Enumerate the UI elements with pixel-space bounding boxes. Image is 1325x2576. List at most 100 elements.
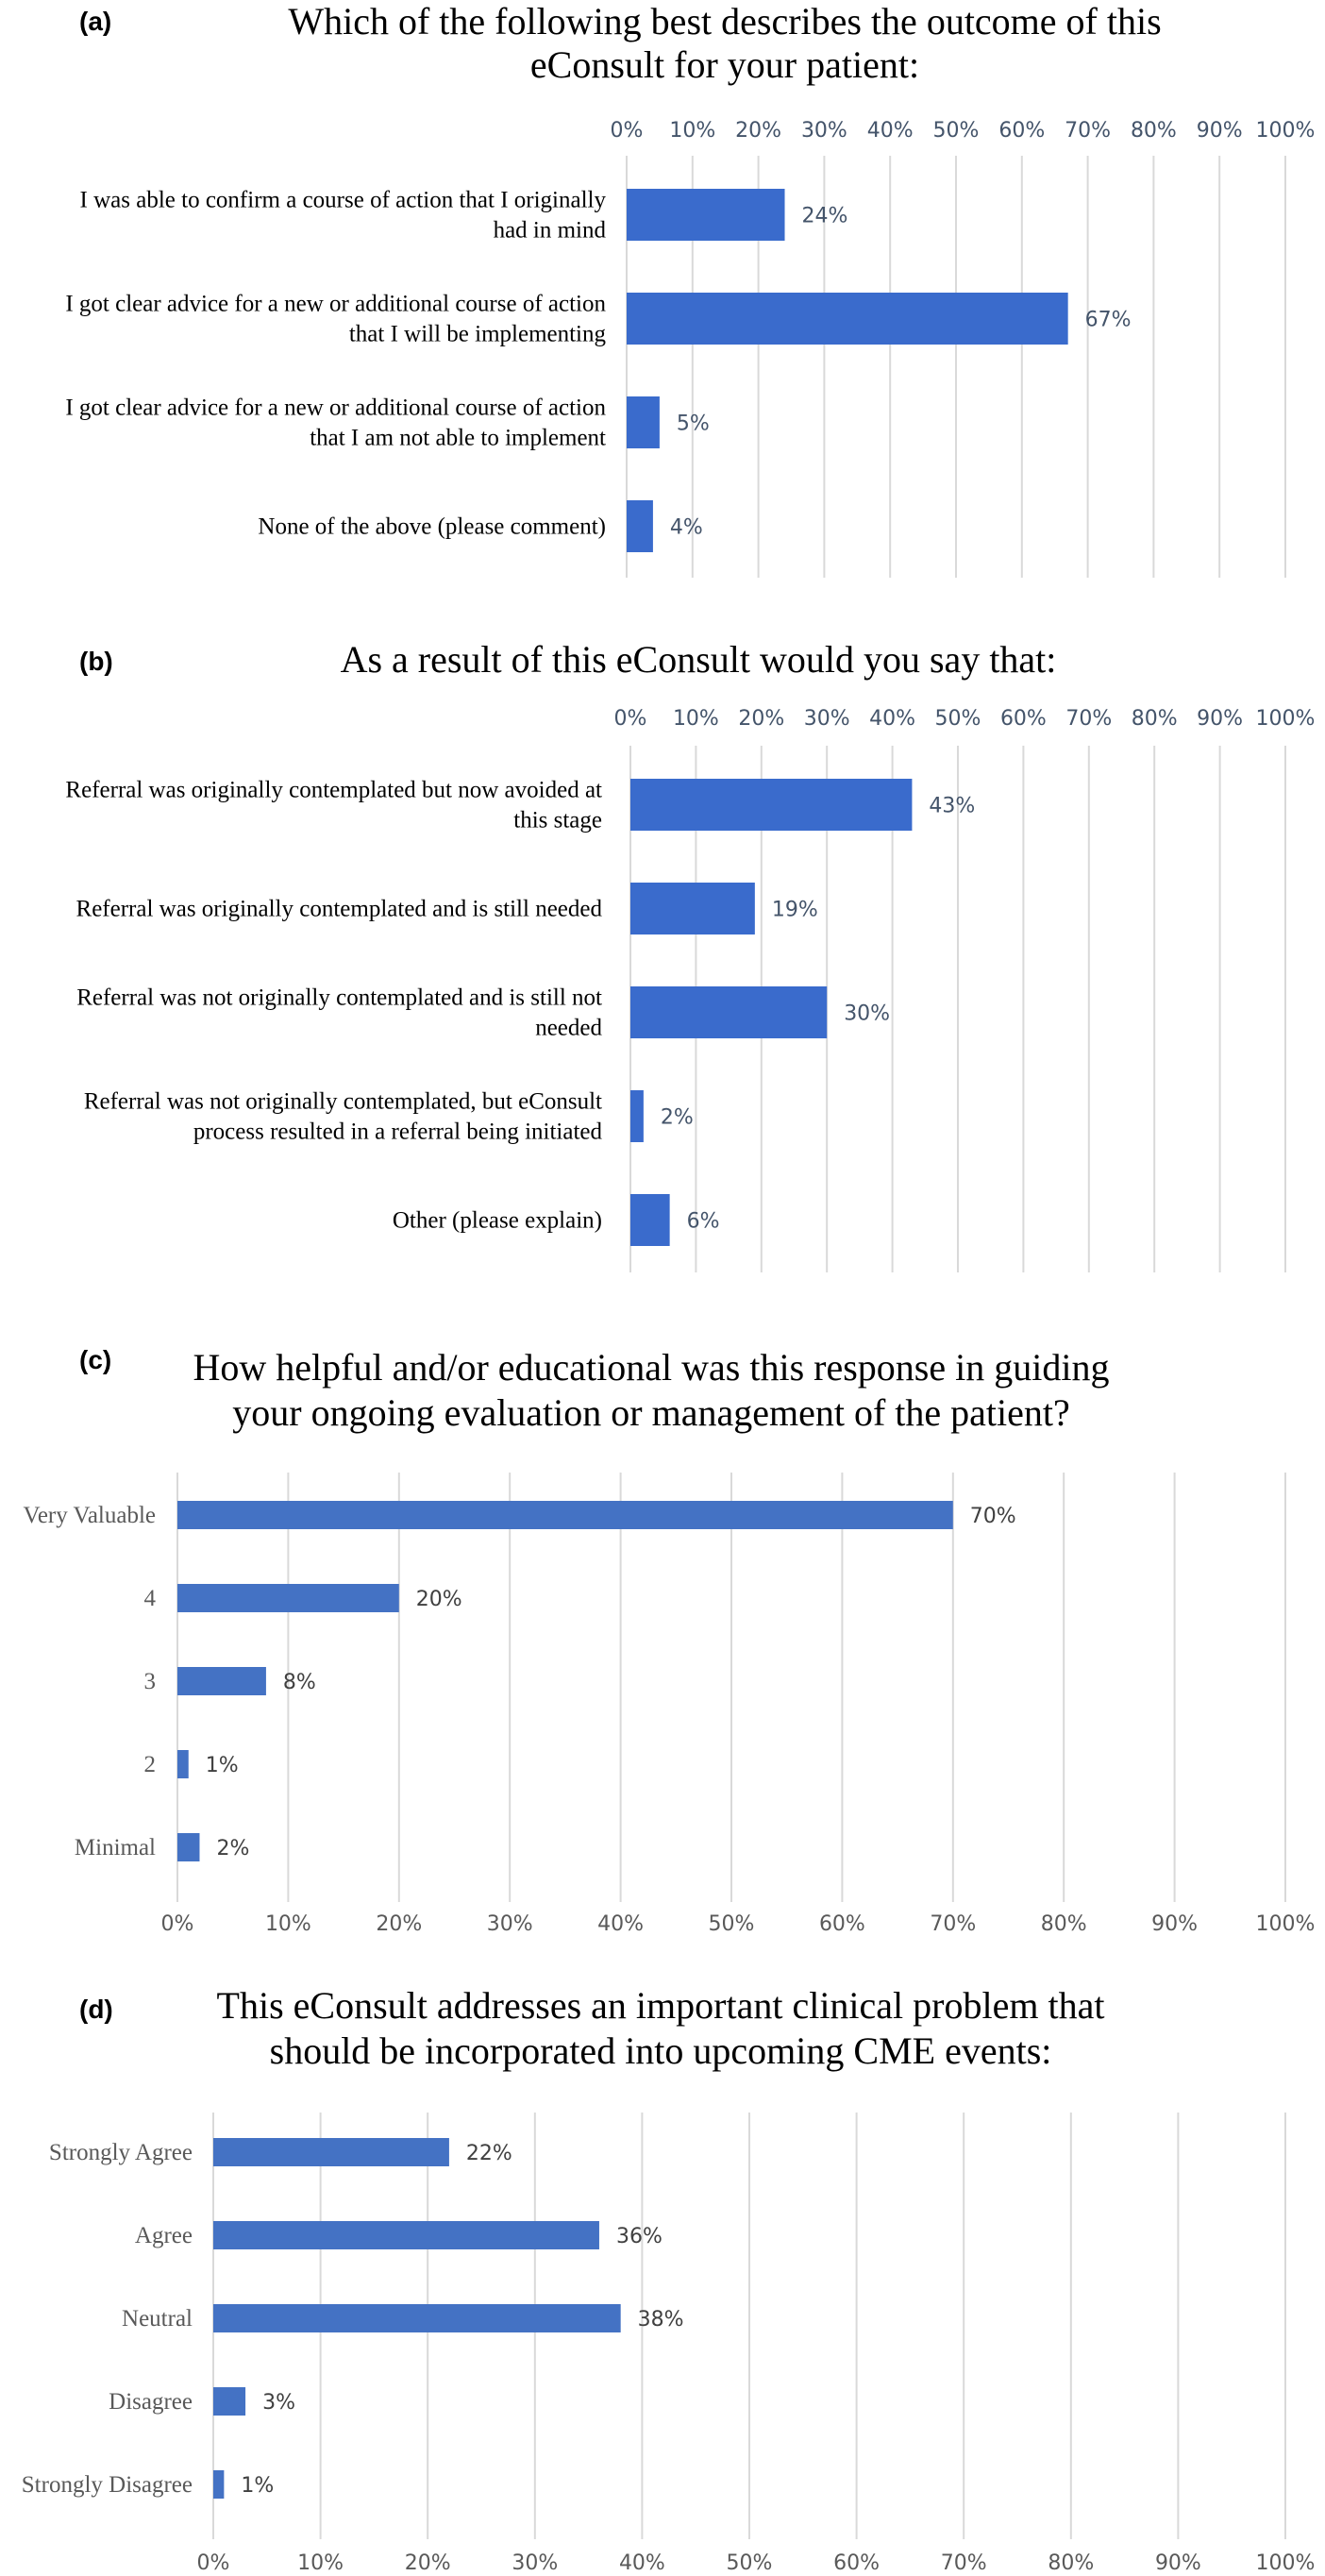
x-tick-label: 10% — [673, 707, 719, 731]
x-tick-label: 10% — [297, 2551, 344, 2575]
panel-letter: (a) — [79, 7, 111, 36]
x-tick-label: 70% — [930, 1912, 976, 1936]
x-tick-label: 90% — [1155, 2551, 1201, 2575]
x-tick-label: 80% — [1041, 1912, 1087, 1936]
x-tick-label: 70% — [1065, 707, 1112, 731]
x-tick-label: 100% — [1256, 707, 1316, 731]
category-label: None of the above (please comment) — [258, 514, 606, 540]
x-tick-label: 90% — [1197, 119, 1243, 143]
data-label: 4% — [670, 516, 703, 540]
panel-d-chart: (d) This eConsult addresses an important … — [22, 1984, 1316, 2575]
bar — [177, 1750, 189, 1778]
category-label: I was able to confirm a course of action… — [80, 188, 607, 213]
x-tick-label: 20% — [738, 707, 784, 731]
category-label: needed — [535, 1016, 602, 1041]
data-label: 1% — [206, 1754, 239, 1777]
x-tick-label: 100% — [1256, 2551, 1316, 2575]
x-tick-label: 10% — [669, 119, 715, 143]
x-tick-label: 70% — [941, 2551, 987, 2575]
x-tick-label: 80% — [1131, 119, 1177, 143]
chart-title-line: As a result of this eConsult would you s… — [341, 638, 1057, 681]
panel-c-chart: (c) How helpful and/or educational was th… — [24, 1345, 1316, 1936]
data-label: 24% — [802, 205, 848, 228]
bar — [213, 2470, 225, 2499]
x-tick-label: 100% — [1256, 1912, 1316, 1936]
bar — [213, 2387, 246, 2416]
bar — [630, 779, 913, 831]
chart-title-line: should be incorporated into upcoming CME… — [270, 2029, 1052, 2072]
panel-letter: (c) — [79, 1345, 111, 1374]
data-label: 5% — [677, 412, 710, 436]
data-label: 3% — [262, 2391, 295, 2415]
x-tick-label: 0% — [197, 2551, 230, 2575]
x-tick-label: 80% — [1048, 2551, 1094, 2575]
category-label: Neutral — [122, 2306, 193, 2332]
chart-title-line: Which of the following best describes th… — [288, 0, 1161, 42]
data-label: 1% — [241, 2474, 274, 2498]
x-tick-label: 0% — [611, 119, 644, 143]
x-tick-label: 0% — [614, 707, 647, 731]
x-tick-label: 60% — [833, 2551, 880, 2575]
x-tick-label: 50% — [709, 1912, 755, 1936]
category-label: 3 — [144, 1669, 157, 1694]
category-label: 2 — [144, 1752, 157, 1777]
x-tick-label: 50% — [935, 707, 981, 731]
category-label: this stage — [513, 808, 602, 833]
category-label: Agree — [135, 2223, 193, 2248]
bar — [627, 500, 653, 552]
bar — [630, 986, 828, 1038]
x-tick-label: 70% — [1065, 119, 1111, 143]
x-tick-label: 60% — [819, 1912, 865, 1936]
x-tick-label: 30% — [487, 1912, 533, 1936]
bar — [630, 1194, 670, 1246]
category-label: Referral was not originally contemplated… — [76, 985, 602, 1011]
bar — [627, 293, 1068, 345]
data-label: 22% — [466, 2142, 512, 2165]
x-tick-label: 30% — [801, 119, 847, 143]
category-label: Strongly Agree — [49, 2140, 193, 2165]
x-tick-label: 50% — [727, 2551, 773, 2575]
bar — [177, 1667, 266, 1695]
x-tick-label: 10% — [265, 1912, 311, 1936]
x-tick-label: 20% — [735, 119, 781, 143]
data-label: 30% — [844, 1002, 890, 1026]
bar — [213, 2138, 449, 2166]
x-tick-label: 20% — [376, 1912, 422, 1936]
category-label: Very Valuable — [24, 1503, 156, 1528]
chart-title-line: eConsult for your patient: — [530, 43, 919, 86]
category-label: Referral was originally contemplated and… — [76, 897, 603, 922]
bar — [627, 396, 660, 448]
x-tick-label: 90% — [1151, 1912, 1198, 1936]
data-label: 2% — [216, 1837, 249, 1860]
category-label: I got clear advice for a new or addition… — [65, 396, 606, 421]
x-tick-label: 40% — [619, 2551, 665, 2575]
category-label: Referral was not originally contemplated… — [84, 1089, 602, 1115]
bar — [177, 1501, 953, 1529]
data-label: 8% — [283, 1671, 316, 1694]
data-label: 19% — [772, 899, 818, 922]
data-label: 6% — [687, 1210, 720, 1234]
data-label: 43% — [929, 795, 975, 818]
bar — [630, 1090, 644, 1142]
x-tick-label: 100% — [1256, 119, 1316, 143]
bar — [627, 189, 785, 241]
panel-b-chart: (b) As a result of this eConsult would yo… — [65, 638, 1315, 1272]
bar — [213, 2304, 621, 2332]
x-tick-label: 40% — [597, 1912, 644, 1936]
x-tick-label: 30% — [804, 707, 850, 731]
category-label: I got clear advice for a new or addition… — [65, 292, 606, 317]
data-label: 38% — [638, 2308, 684, 2332]
x-tick-label: 40% — [867, 119, 914, 143]
category-label: Strongly Disagree — [22, 2472, 193, 2498]
x-tick-label: 0% — [161, 1912, 194, 1936]
panel-letter: (b) — [79, 647, 113, 676]
data-label: 36% — [616, 2225, 662, 2248]
chart-title-line: This eConsult addresses an important cli… — [217, 1984, 1105, 2027]
category-label: Other (please explain) — [393, 1208, 602, 1234]
chart-title-line: your ongoing evaluation or management of… — [232, 1391, 1070, 1434]
x-tick-label: 90% — [1197, 707, 1243, 731]
category-label: that I will be implementing — [349, 322, 607, 347]
bar — [630, 883, 755, 934]
panel-a-chart: (a) Which of the following best describes… — [65, 0, 1315, 578]
